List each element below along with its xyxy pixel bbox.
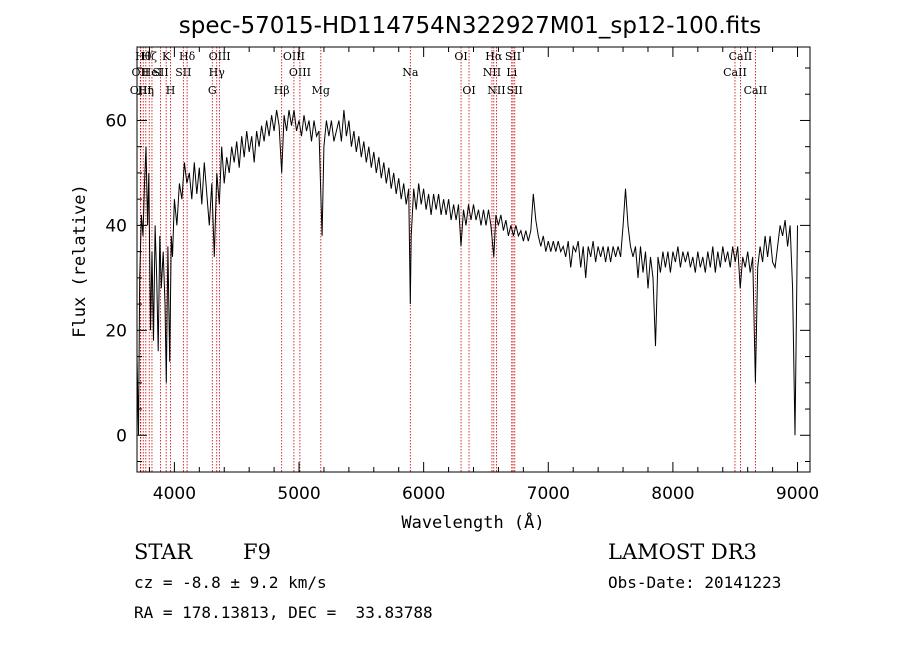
line-label: K <box>162 50 171 63</box>
x-axis: 4000 5000 6000 7000 8000 9000 <box>148 47 819 504</box>
y-tick-label: 20 <box>105 321 127 341</box>
line-label: Hγ <box>209 66 226 79</box>
line-label: SII <box>507 84 523 97</box>
spectrum-line <box>136 109 798 436</box>
line-label: NII <box>487 84 505 97</box>
line-label: Li <box>506 66 517 79</box>
line-label: G <box>208 84 217 97</box>
line-label: SII <box>152 66 168 79</box>
x-tick-label: 5000 <box>277 484 320 504</box>
line-label: OIII <box>283 50 305 63</box>
line-label: OI <box>454 50 467 63</box>
x-tick-label: 9000 <box>776 484 819 504</box>
redshift-text: cz = -8.8 ± 9.2 km/s <box>134 573 327 592</box>
line-label: OIII <box>209 50 231 63</box>
x-tick-label: 7000 <box>527 484 570 504</box>
line-labels: OIIOIIIHθHηHζHeISIIKHHδSIIGHγOIIIHβOIIIO… <box>130 50 768 97</box>
survey-name: LAMOST DR3 <box>608 540 757 564</box>
x-tick-label: 6000 <box>402 484 445 504</box>
line-label: NII <box>483 66 501 79</box>
line-label: OIII <box>289 66 311 79</box>
line-label: SII <box>505 50 521 63</box>
spectrum-series <box>136 109 798 436</box>
chart-title: spec-57015-HD114754N322927M01_sp12-100.f… <box>179 13 761 39</box>
line-label: SII <box>175 66 191 79</box>
line-label: Hα <box>485 50 503 63</box>
line-label: CaII <box>723 66 747 79</box>
coordinates: RA = 178.13813, DEC = 33.83788 <box>134 603 433 622</box>
line-label: OI <box>462 84 475 97</box>
line-label: CaII <box>729 50 753 63</box>
line-label: OIII <box>130 84 152 97</box>
y-tick-label: 60 <box>105 111 127 131</box>
x-tick-label: 4000 <box>153 484 196 504</box>
x-tick-label: 8000 <box>651 484 694 504</box>
line-label: Hζ <box>141 50 157 63</box>
x-axis-label: Wavelength (Å) <box>401 511 544 533</box>
y-axis: 0 20 40 60 <box>105 67 810 463</box>
object-subclass: F9 <box>243 540 271 564</box>
y-tick-label: 40 <box>105 216 127 236</box>
line-label: Hβ <box>274 84 290 97</box>
line-markers <box>139 47 756 472</box>
object-class: STAR <box>134 540 193 564</box>
y-tick-label: 0 <box>116 426 127 446</box>
line-label: Hθ <box>135 50 152 63</box>
y-axis-label: Flux (relative) <box>70 184 90 338</box>
line-label: Na <box>402 66 419 79</box>
line-label: Mg <box>312 84 330 97</box>
line-label: Hη <box>138 84 154 97</box>
line-label: Hδ <box>179 50 196 63</box>
obs-date: Obs-Date: 20141223 <box>608 573 782 592</box>
line-label: OII <box>132 66 150 79</box>
line-label: HeI <box>142 66 162 79</box>
line-label: CaII <box>744 84 768 97</box>
line-label: H <box>166 84 176 97</box>
